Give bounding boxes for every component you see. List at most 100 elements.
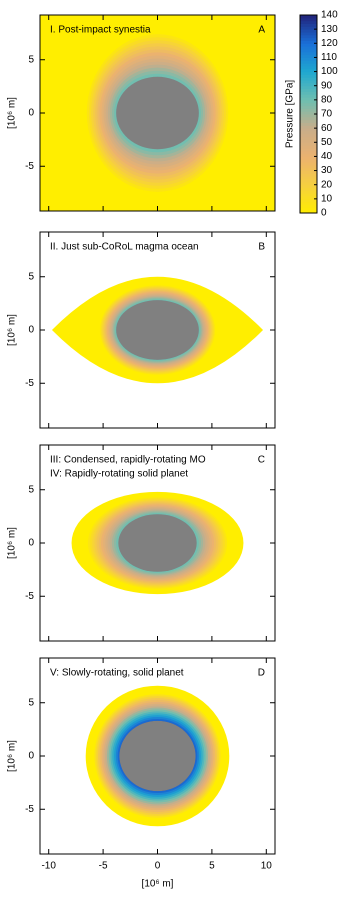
- plot: [71, 491, 244, 595]
- colorbar-tick-label: 0: [321, 208, 327, 219]
- panel-title: III: Condensed, rapidly-rotating MO: [50, 455, 206, 466]
- colorbar-cell: [300, 193, 317, 197]
- y-tick-label: -5: [25, 591, 34, 602]
- colorbar-cell: [300, 111, 317, 115]
- colorbar-cell: [300, 60, 317, 64]
- x-tick-label: 5: [209, 861, 215, 872]
- colorbar-cell: [300, 173, 317, 177]
- colorbar-cell: [300, 164, 317, 169]
- colorbar-cell: [300, 88, 317, 92]
- colorbar-tick-label: 20: [321, 179, 333, 190]
- colorbar-cell: [300, 17, 317, 22]
- colorbar-cell: [300, 142, 317, 146]
- colorbar-cell: [300, 99, 317, 104]
- y-axis-label: [10⁶ m]: [7, 527, 18, 559]
- y-tick-label: 0: [28, 325, 34, 336]
- colorbar-tick-label: 60: [321, 123, 333, 134]
- y-tick-label: 0: [28, 108, 34, 119]
- colorbar-cell: [300, 145, 317, 149]
- colorbar-tick-label: 10: [321, 193, 333, 204]
- colorbar-label: Pressure [GPa]: [285, 80, 296, 149]
- colorbar-tick-label: 80: [321, 94, 333, 105]
- colorbar-tick-label: 90: [321, 80, 333, 91]
- panel-title: V: Slowly-rotating, solid planet: [50, 668, 184, 679]
- colorbar-cell: [300, 31, 317, 36]
- colorbar-cell: [300, 122, 317, 126]
- colorbar-tick-label: 100: [321, 66, 338, 77]
- panel-label: B: [258, 242, 265, 253]
- colorbar-cell: [300, 40, 317, 44]
- colorbar-tick-label: 40: [321, 151, 333, 162]
- colorbar-cell: [300, 170, 317, 174]
- core: [116, 300, 199, 360]
- colorbar-cell: [300, 116, 317, 121]
- colorbar-cell: [300, 46, 317, 50]
- colorbar-cell: [300, 119, 317, 123]
- colorbar-cell: [300, 29, 317, 33]
- colorbar-cell: [300, 181, 317, 186]
- panel-title: I. Post-impact synestia: [50, 25, 151, 36]
- colorbar-cell: [300, 153, 317, 157]
- y-axis-label: [10⁶ m]: [7, 740, 18, 772]
- colorbar-cell: [300, 68, 317, 73]
- colorbar-cell: [300, 201, 317, 206]
- colorbar-cell: [300, 162, 317, 166]
- y-tick-label: -5: [25, 378, 34, 389]
- colorbar-cell: [300, 147, 317, 152]
- colorbar-cell: [300, 51, 317, 56]
- colorbar-cell: [300, 130, 317, 135]
- colorbar-cell: [300, 74, 317, 78]
- colorbar-cell: [300, 190, 317, 194]
- colorbar-cell: [300, 136, 317, 140]
- x-tick-label: 0: [155, 861, 161, 872]
- colorbar-cell: [300, 15, 317, 19]
- colorbar-cell: [300, 198, 317, 203]
- colorbar-tick-label: 70: [321, 109, 333, 120]
- colorbar-cell: [300, 196, 317, 200]
- colorbar-cell: [300, 97, 317, 101]
- colorbar-cell: [300, 20, 317, 24]
- y-tick-label: 5: [28, 54, 34, 65]
- colorbar-tick-label: 130: [321, 24, 338, 35]
- panel-subtitle: IV: Rapidly-rotating solid planet: [50, 469, 188, 480]
- colorbar-cell: [300, 71, 317, 75]
- colorbar-tick-label: 110: [321, 52, 337, 63]
- y-axis-label: [10⁶ m]: [7, 97, 18, 129]
- panel-label: C: [258, 455, 265, 466]
- colorbar-cell: [300, 23, 317, 27]
- colorbar-cell: [300, 114, 317, 118]
- core: [118, 514, 197, 572]
- colorbar-cell: [300, 63, 317, 67]
- colorbar-cell: [300, 156, 317, 160]
- x-axis-label: [10⁶ m]: [142, 879, 174, 890]
- colorbar-cell: [300, 85, 317, 90]
- y-axis-label: [10⁶ m]: [7, 314, 18, 346]
- colorbar-cell: [300, 210, 317, 214]
- colorbar-cell: [300, 167, 317, 172]
- x-tick-label: -5: [99, 861, 108, 872]
- colorbar-cell: [300, 184, 317, 189]
- x-tick-label: -10: [41, 861, 56, 872]
- y-tick-label: 5: [28, 271, 34, 282]
- y-tick-label: 5: [28, 484, 34, 495]
- colorbar-cell: [300, 159, 317, 163]
- colorbar-cell: [300, 57, 317, 61]
- colorbar-cell: [300, 204, 317, 208]
- colorbar-cell: [300, 133, 317, 138]
- y-tick-label: -5: [25, 804, 34, 815]
- colorbar-cell: [300, 125, 317, 129]
- colorbar-cell: [300, 176, 317, 180]
- colorbar-cell: [300, 37, 317, 41]
- colorbar-cell: [300, 77, 317, 81]
- colorbar-tick-label: 140: [321, 10, 338, 21]
- colorbar-cell: [300, 54, 317, 58]
- panel-title: II. Just sub-CoRoL magma ocean: [50, 242, 199, 253]
- panel-label: D: [258, 668, 265, 679]
- colorbar-cell: [300, 179, 317, 183]
- x-tick-label: 10: [261, 861, 273, 872]
- colorbar-cell: [300, 150, 317, 155]
- plot: [51, 276, 264, 384]
- colorbar-cell: [300, 48, 317, 53]
